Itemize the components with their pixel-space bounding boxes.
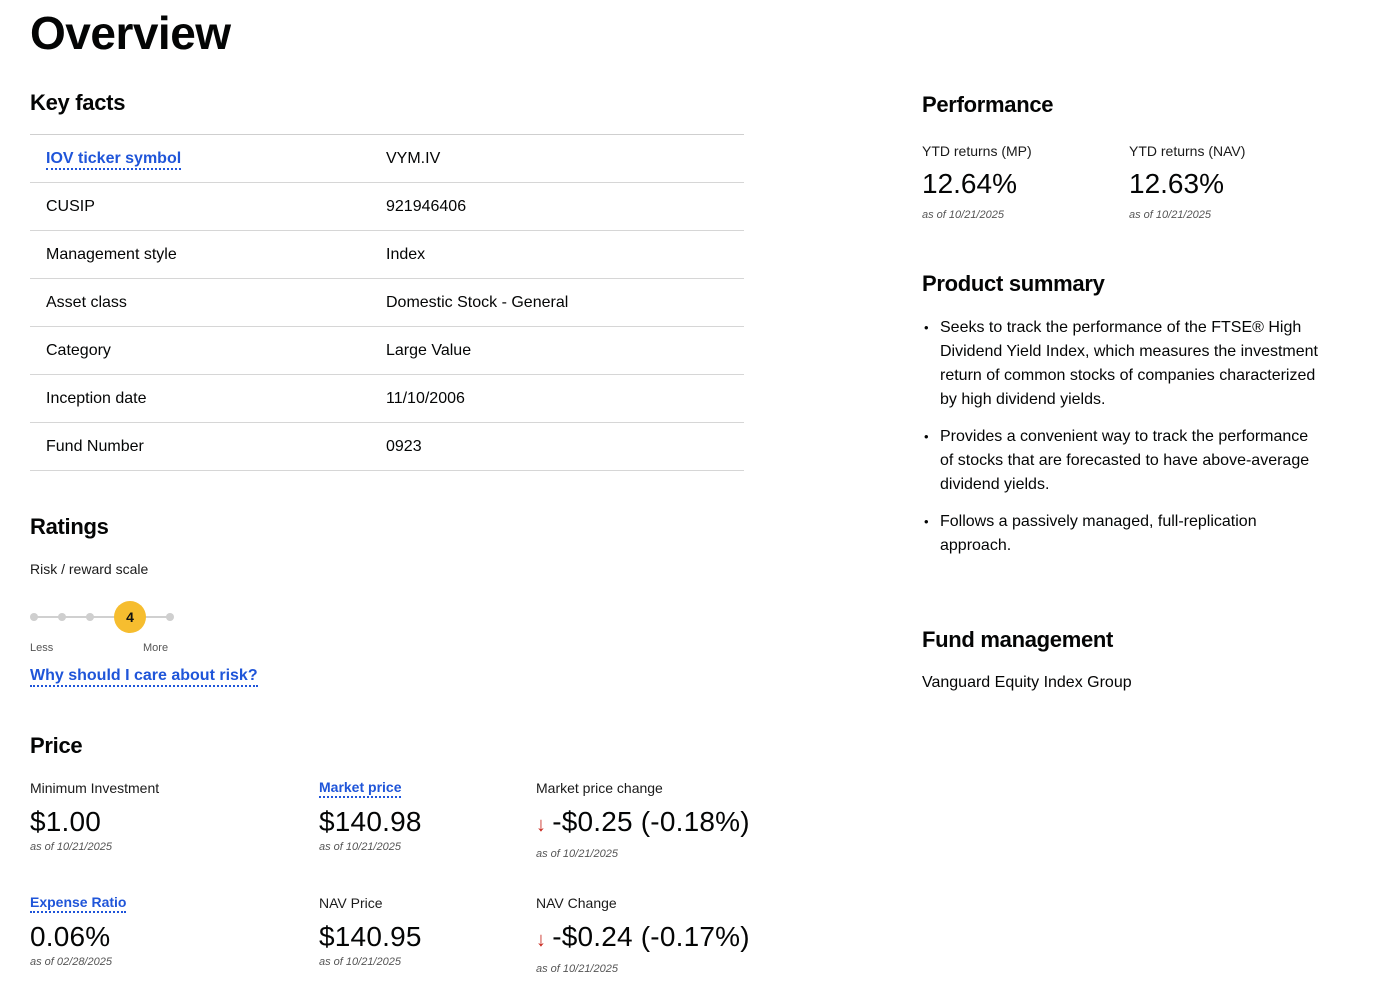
product-summary-heading: Product summary	[922, 271, 1105, 296]
nav-change-value: -$0.24 (-0.17%)	[552, 921, 750, 952]
market-price-change: ↓ -$0.25 (-0.18%)	[536, 806, 750, 838]
risk-more-label: More	[143, 642, 169, 654]
min-investment-value: $1.00	[30, 806, 102, 837]
fund-management-heading: Fund management	[922, 627, 1114, 652]
market-price-change-asof: as of 10/21/2025	[536, 848, 618, 860]
risk-dot-3	[86, 613, 94, 621]
risk-less-label: Less	[30, 642, 54, 654]
kf-label: Category	[46, 341, 111, 359]
market-price-link[interactable]: Market price	[319, 779, 402, 798]
kf-value: 11/10/2006	[386, 389, 465, 407]
expense-ratio-link[interactable]: Expense Ratio	[30, 894, 127, 913]
kf-value: 921946406	[386, 197, 467, 215]
min-investment-asof: as of 10/21/2025	[30, 841, 112, 853]
list-item: Provides a convenient way to track the p…	[922, 425, 1322, 497]
expense-ratio-asof: as of 02/28/2025	[30, 956, 112, 968]
kf-value: 0923	[386, 437, 422, 455]
risk-scale-track	[34, 616, 172, 618]
nav-change: ↓ -$0.24 (-0.17%)	[536, 921, 750, 953]
iov-ticker-link[interactable]: IOV ticker symbol	[46, 149, 182, 170]
min-investment-label: Minimum Investment	[30, 780, 160, 796]
kf-label: CUSIP	[46, 197, 95, 215]
kf-value: VYM.IV	[386, 149, 441, 167]
table-row: Asset class Domestic Stock - General	[30, 279, 744, 327]
table-row: Inception date 11/10/2006	[30, 375, 744, 423]
table-row: Fund Number 0923	[30, 423, 744, 471]
risk-dot-2	[58, 613, 66, 621]
nav-price-asof: as of 10/21/2025	[319, 956, 401, 968]
ytd-mp-value: 12.64%	[922, 168, 1017, 199]
down-arrow-icon: ↓	[536, 814, 547, 836]
key-facts-heading: Key facts	[30, 90, 126, 115]
market-price-value: $140.98	[319, 806, 422, 837]
price-heading: Price	[30, 733, 83, 758]
table-row: CUSIP 921946406	[30, 183, 744, 231]
risk-dot-5	[166, 613, 174, 621]
market-price-asof: as of 10/21/2025	[319, 841, 401, 853]
ytd-mp-label: YTD returns (MP)	[922, 143, 1032, 159]
table-row: IOV ticker symbol VYM.IV	[30, 135, 744, 183]
kf-value: Large Value	[386, 341, 472, 359]
ytd-nav-label: YTD returns (NAV)	[1129, 143, 1246, 159]
risk-scale-label: Risk / reward scale	[30, 561, 149, 577]
table-row: Management style Index	[30, 231, 744, 279]
performance-heading: Performance	[922, 92, 1054, 117]
fund-management-value: Vanguard Equity Index Group	[922, 674, 1132, 691]
nav-change-label: NAV Change	[536, 895, 617, 911]
market-price-change-value: -$0.25 (-0.18%)	[552, 806, 750, 837]
ytd-mp-asof: as of 10/21/2025	[922, 209, 1004, 221]
kf-label: Inception date	[46, 389, 147, 407]
kf-label: Fund Number	[46, 437, 144, 455]
table-row: Category Large Value	[30, 327, 744, 375]
nav-change-asof: as of 10/21/2025	[536, 963, 618, 975]
kf-label: Management style	[46, 245, 177, 263]
down-arrow-icon: ↓	[536, 929, 547, 951]
why-risk-link[interactable]: Why should I care about risk?	[30, 667, 258, 687]
key-facts-table: IOV ticker symbol VYM.IV CUSIP 921946406…	[30, 134, 744, 471]
kf-value: Domestic Stock - General	[386, 293, 569, 311]
risk-level-indicator: 4	[114, 601, 146, 633]
kf-label: Asset class	[46, 293, 127, 311]
ytd-nav-value: 12.63%	[1129, 168, 1224, 199]
list-item: Seeks to track the performance of the FT…	[922, 316, 1322, 412]
ytd-nav-asof: as of 10/21/2025	[1129, 209, 1211, 221]
risk-dot-1	[30, 613, 38, 621]
kf-value: Index	[386, 245, 426, 263]
nav-price-label: NAV Price	[319, 895, 383, 911]
risk-reward-scale: 4	[30, 600, 180, 634]
ratings-heading: Ratings	[30, 514, 109, 539]
market-price-change-label: Market price change	[536, 780, 663, 796]
nav-price-value: $140.95	[319, 921, 422, 952]
expense-ratio-value: 0.06%	[30, 921, 111, 952]
page-title: Overview	[30, 7, 231, 59]
list-item: Follows a passively managed, full-replic…	[922, 510, 1322, 558]
product-summary-list: Seeks to track the performance of the FT…	[922, 316, 1322, 571]
